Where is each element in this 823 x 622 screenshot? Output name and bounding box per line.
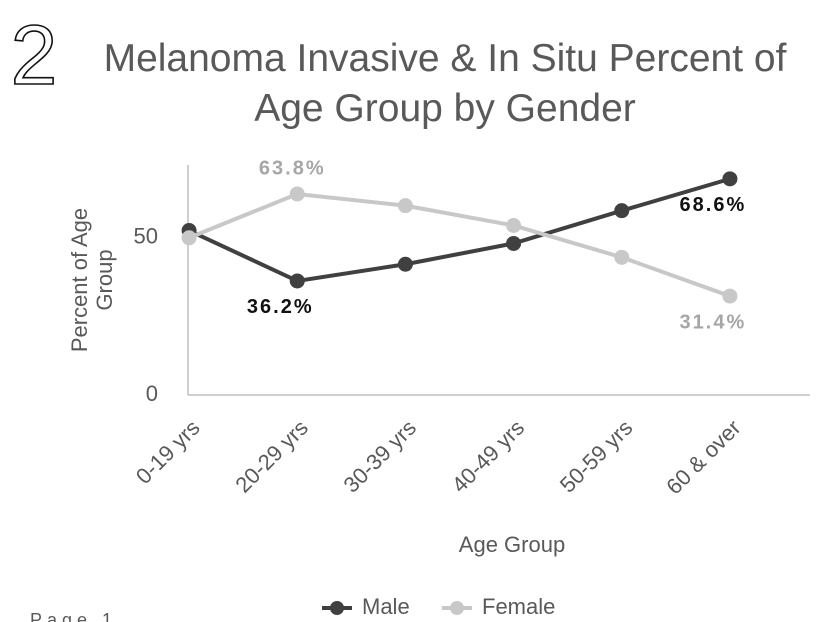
point bbox=[722, 288, 738, 304]
point bbox=[397, 198, 413, 214]
point bbox=[289, 273, 305, 289]
point bbox=[289, 186, 305, 202]
chart-title: Melanoma Invasive & In Situ Percent of A… bbox=[103, 37, 787, 130]
data-label: 63.8% bbox=[259, 157, 326, 179]
x-tick-label: 40-49 yrs bbox=[447, 415, 530, 498]
legend-marker bbox=[330, 601, 344, 615]
data-label: 68.6% bbox=[680, 194, 747, 216]
point bbox=[506, 235, 522, 251]
y-axis-label: Percent of Age Group bbox=[67, 207, 117, 353]
legend-label: Male bbox=[362, 594, 410, 619]
legend-label: Female bbox=[482, 594, 555, 619]
point bbox=[614, 203, 630, 219]
point bbox=[722, 171, 738, 187]
point bbox=[614, 249, 630, 265]
legend-marker bbox=[450, 601, 464, 615]
x-tick-label: 20-29 yrs bbox=[230, 415, 313, 498]
x-axis-label: Age Group bbox=[459, 532, 565, 557]
x-tick-label: 30-39 yrs bbox=[339, 415, 422, 498]
series-line bbox=[188, 191, 731, 298]
point bbox=[397, 256, 413, 272]
series-line bbox=[188, 176, 731, 284]
point bbox=[181, 230, 197, 246]
badge: 2 bbox=[11, 8, 58, 102]
point bbox=[506, 217, 522, 233]
data-label: 31.4% bbox=[680, 311, 747, 333]
y-tick-label: 0 bbox=[146, 381, 158, 406]
page-label: Page 1 bbox=[30, 610, 118, 622]
x-tick-label: 60 & over bbox=[661, 415, 745, 499]
x-tick-label: 0-19 yrs bbox=[131, 415, 205, 489]
data-label: 36.2% bbox=[247, 296, 314, 318]
y-tick-label: 50 bbox=[134, 223, 158, 248]
x-tick-label: 50-59 yrs bbox=[555, 415, 638, 498]
